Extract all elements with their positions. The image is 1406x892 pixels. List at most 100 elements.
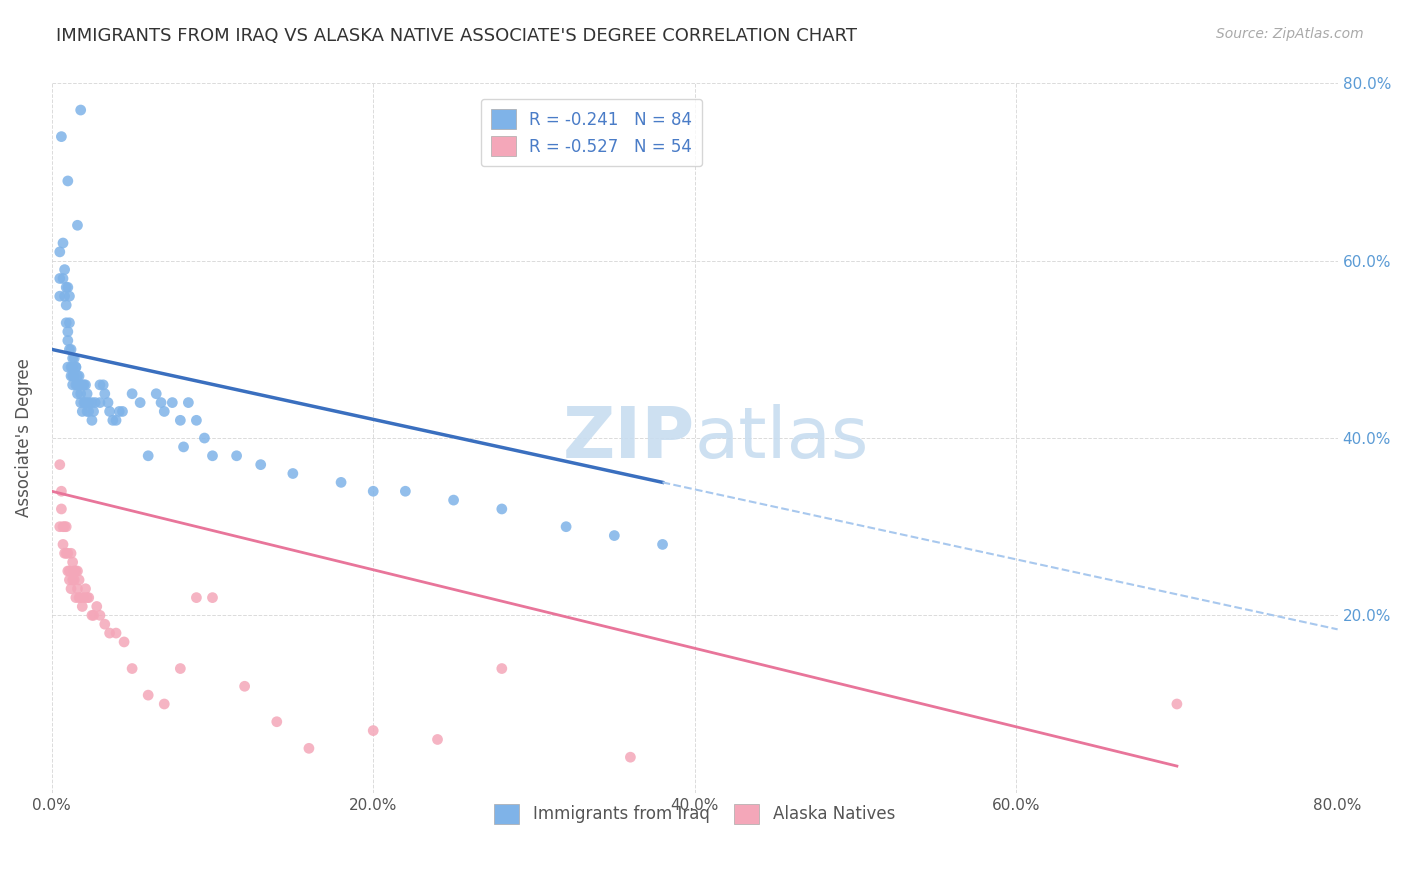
Point [491, 502, 513, 516]
Point [58, 343, 80, 357]
Point [1166, 697, 1188, 711]
Point [72, 377, 94, 392]
Point [98, 404, 121, 418]
Point [66, 377, 89, 392]
Point [67, 377, 90, 392]
Point [53, 519, 76, 533]
Point [225, 449, 247, 463]
Point [201, 449, 224, 463]
Point [49, 458, 72, 472]
Point [65, 360, 87, 375]
Point [233, 679, 256, 693]
Point [58, 289, 80, 303]
Text: Source: ZipAtlas.com: Source: ZipAtlas.com [1216, 27, 1364, 41]
Point [58, 564, 80, 578]
Point [145, 386, 167, 401]
Point [94, 617, 117, 632]
Point [66, 219, 89, 233]
Point [177, 395, 200, 409]
Point [619, 750, 641, 764]
Point [651, 537, 673, 551]
Point [56, 564, 79, 578]
Point [56, 280, 79, 294]
Text: ZIP: ZIP [562, 403, 695, 473]
Point [51, 129, 73, 144]
Point [52, 519, 75, 533]
Point [298, 741, 321, 756]
Point [153, 404, 176, 418]
Point [67, 573, 90, 587]
Point [51, 502, 73, 516]
Point [150, 395, 173, 409]
Point [173, 440, 195, 454]
Point [249, 458, 271, 472]
Point [86, 599, 108, 614]
Point [426, 732, 449, 747]
Point [67, 591, 90, 605]
Point [55, 298, 77, 312]
Point [69, 103, 91, 117]
Point [80, 608, 103, 623]
Point [56, 174, 79, 188]
Point [186, 591, 208, 605]
Point [62, 351, 84, 366]
Point [49, 519, 72, 533]
Point [394, 484, 416, 499]
Point [98, 626, 121, 640]
Point [52, 271, 75, 285]
Y-axis label: Associate's Degree: Associate's Degree [15, 359, 32, 517]
Point [49, 244, 72, 259]
Point [53, 289, 76, 303]
Point [193, 431, 215, 445]
Point [69, 386, 91, 401]
Point [83, 404, 105, 418]
Point [77, 395, 100, 409]
Point [62, 360, 84, 375]
Point [63, 564, 86, 578]
Point [56, 334, 79, 348]
Point [72, 404, 94, 418]
Point [66, 582, 89, 596]
Point [49, 271, 72, 285]
Point [53, 546, 76, 560]
Point [72, 599, 94, 614]
Point [112, 635, 135, 649]
Point [136, 449, 159, 463]
Point [201, 591, 224, 605]
Point [60, 369, 83, 384]
Point [101, 413, 124, 427]
Point [66, 369, 89, 384]
Point [60, 360, 83, 375]
Point [75, 377, 97, 392]
Point [266, 714, 288, 729]
Point [91, 377, 114, 392]
Point [66, 564, 89, 578]
Point [56, 325, 79, 339]
Text: IMMIGRANTS FROM IRAQ VS ALASKA NATIVE ASSOCIATE'S DEGREE CORRELATION CHART: IMMIGRANTS FROM IRAQ VS ALASKA NATIVE AS… [56, 27, 858, 45]
Point [52, 235, 75, 250]
Point [76, 386, 98, 401]
Point [49, 289, 72, 303]
Point [162, 395, 184, 409]
Point [56, 360, 79, 375]
Point [77, 591, 100, 605]
Point [89, 377, 111, 392]
Point [555, 519, 578, 533]
Point [62, 573, 84, 587]
Point [65, 564, 87, 578]
Point [136, 688, 159, 702]
Point [105, 413, 128, 427]
Point [73, 591, 96, 605]
Point [69, 395, 91, 409]
Point [55, 546, 77, 560]
Point [121, 386, 143, 401]
Point [55, 519, 77, 533]
Point [75, 395, 97, 409]
Point [94, 386, 117, 401]
Point [153, 697, 176, 711]
Point [53, 262, 76, 277]
Point [60, 343, 83, 357]
Point [603, 528, 626, 542]
Point [491, 661, 513, 675]
Point [89, 395, 111, 409]
